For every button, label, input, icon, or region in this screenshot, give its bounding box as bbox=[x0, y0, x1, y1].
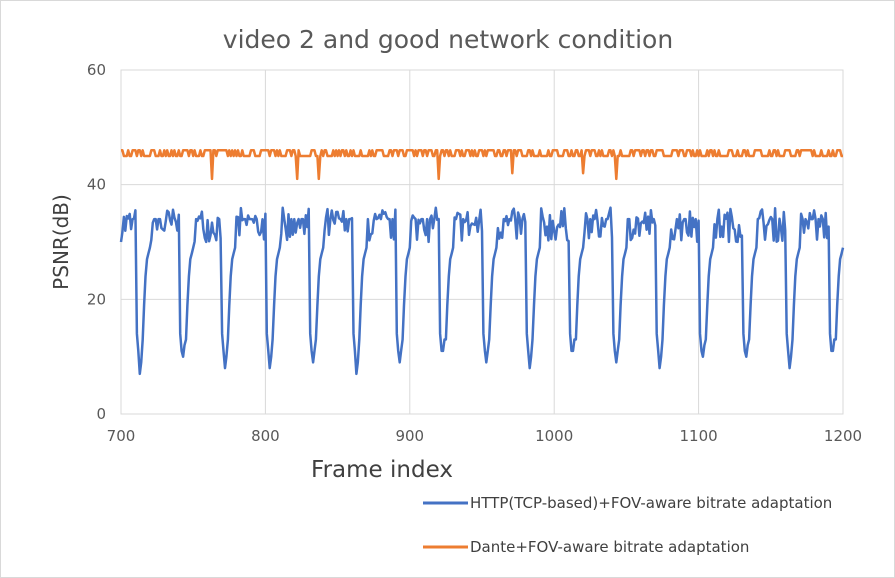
x-tick-label: 1200 bbox=[824, 427, 862, 445]
y-tick-label: 40 bbox=[87, 176, 106, 194]
x-tick-label: 1000 bbox=[535, 427, 573, 445]
x-tick-label: 1100 bbox=[680, 427, 718, 445]
y-axis-label: PSNR(dB) bbox=[49, 194, 73, 290]
y-tick-label: 0 bbox=[96, 405, 106, 423]
legend-label-dante: Dante+FOV-aware bitrate adaptation bbox=[470, 538, 749, 556]
series-lines bbox=[119, 149, 845, 376]
y-tick-label: 60 bbox=[87, 61, 106, 79]
x-tick-label: 900 bbox=[395, 427, 424, 445]
x-tick-label: 700 bbox=[107, 427, 136, 445]
legend-label-http: HTTP(TCP-based)+FOV-aware bitrate adapta… bbox=[470, 494, 832, 512]
series-line-1 bbox=[121, 149, 843, 181]
series-line-0 bbox=[119, 206, 845, 376]
x-tick-label: 800 bbox=[251, 427, 280, 445]
chart-title: video 2 and good network condition bbox=[223, 25, 673, 54]
x-axis-label: Frame index bbox=[311, 457, 453, 483]
tick-labels: 700 800 900 1000 1100 1200 0 20 40 60 bbox=[87, 61, 862, 445]
y-tick-label: 20 bbox=[87, 290, 106, 308]
legend: HTTP(TCP-based)+FOV-aware bitrate adapta… bbox=[423, 494, 832, 556]
